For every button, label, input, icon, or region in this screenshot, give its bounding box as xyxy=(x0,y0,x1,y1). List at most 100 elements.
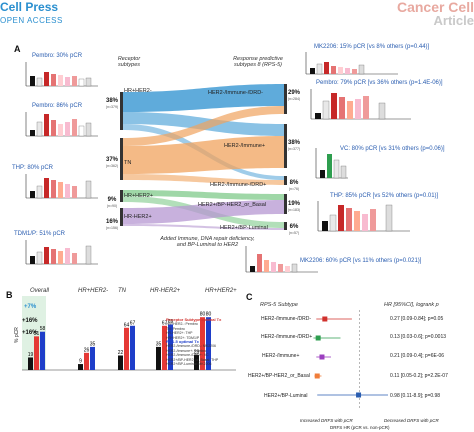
panel-c-subtitle: RPS-5 Subtype xyxy=(260,302,298,308)
right-node-name-3: HER2-/Immune-/DRD+ xyxy=(210,182,267,188)
flow-hrher2-to-rps4 xyxy=(123,190,284,200)
node-rps1 xyxy=(284,84,287,114)
bar-hr-her2--1 xyxy=(162,325,167,370)
right-mini-chart-3 xyxy=(315,148,348,179)
node-rps2 xyxy=(284,124,287,168)
forest-plot xyxy=(313,310,388,408)
node-hr-her2-pos xyxy=(120,190,123,202)
legend-title: Receptor Subtype optimal Tx xyxy=(166,317,222,322)
forest-row-label-5: HER2+/BP-Luminal xyxy=(264,393,308,399)
point-estimate xyxy=(319,354,325,360)
forest-x-left: Increased DRFS with pCR xyxy=(300,418,353,423)
point-estimate xyxy=(322,316,328,322)
bar-hr-her2--0 xyxy=(156,346,161,370)
forest-row-hr-5: 0.98 [0.11-8.9]; p=0.98 xyxy=(390,393,441,399)
flow-hrneg-to-rps4 xyxy=(123,200,284,224)
bar-overall-0 xyxy=(28,357,33,370)
bar-value-label: 26 xyxy=(84,347,90,353)
bar-overall-2 xyxy=(40,331,45,370)
bar-tn-2 xyxy=(130,325,135,370)
forest-row-label-4: HER2+/BP-HER2_or_Basal xyxy=(248,373,310,379)
right-chart-title-4: THP: 85% pCR [vs 52% others (p=0.01)] xyxy=(330,193,439,199)
right-mini-chart-2 xyxy=(310,89,411,120)
forest-row-hr-1: 0.27 [0.09-0.84]; p=0.05 xyxy=(390,316,444,322)
flow-hrneg-to-rps5 xyxy=(123,224,284,230)
forest-row-hr-2: 0.13 [0.03-0.6]; p=0.0013 xyxy=(390,334,447,340)
node-hrneg-her2-pos xyxy=(120,208,123,226)
group-label-overall: Overall xyxy=(30,288,50,294)
panel-a-letter: A xyxy=(14,44,21,54)
journal-logo-right: Cancer Cell Article xyxy=(397,0,474,28)
left-mini-chart-4 xyxy=(25,240,98,265)
forest-row-hr-3: 0.21 [0.09-0.4]; p=6E-06 xyxy=(390,353,445,359)
sankey-diagram xyxy=(120,84,287,230)
right-node-pct-3: 8% (n=76) xyxy=(288,180,300,191)
bar-value-label: 9 xyxy=(79,359,82,365)
journal-title: Cancer Cell xyxy=(396,0,474,15)
node-rps4 xyxy=(284,194,287,214)
bar-tn-1 xyxy=(124,327,129,370)
node-rps3 xyxy=(284,176,287,185)
gain-label-2: +16% xyxy=(22,318,38,324)
left-chart-title-1: Pembro: 30% pCR xyxy=(32,53,83,59)
left-node-pct-4: 16% (n=156) xyxy=(105,219,119,230)
right-mini-chart-1 xyxy=(305,52,398,75)
bar-value-label: 35 xyxy=(156,341,162,347)
article-label: Article xyxy=(433,13,474,28)
node-hr-her2-neg xyxy=(120,92,123,130)
bar-value-label: 69 xyxy=(168,319,174,325)
bar-hr-her2--0 xyxy=(78,364,83,370)
left-mini-chart-1 xyxy=(25,62,98,87)
bar-value-label: 58 xyxy=(40,326,46,332)
legend-item: RPS-5 optimal Tx xyxy=(166,339,199,345)
receptor-subtypes-label: Receptor subtypes xyxy=(117,56,141,68)
right-node-name-5: HER2+/BP-Luminal xyxy=(220,225,268,231)
left-node-pct-1: 38% (n=379) xyxy=(105,98,119,109)
left-chart-title-3: THP: 80% pCR xyxy=(12,165,54,171)
right-chart-title-3: VC: 80% pCR [vs 31% others (p=0.06)] xyxy=(340,146,445,152)
node-rps5 xyxy=(284,222,287,230)
bar-value-label: 35 xyxy=(90,341,96,347)
bar-value-label: 67 xyxy=(130,320,136,326)
bar-hr-her2--2 xyxy=(90,346,95,370)
left-mini-chart-3 xyxy=(25,174,98,199)
right-node-name-2: HER2-/Immune+ xyxy=(224,143,266,149)
gain-label-3: +16% xyxy=(22,330,38,336)
right-mini-chart-4 xyxy=(317,201,410,232)
legend-item: HER2+/BP-HER2_or_Basal: THP xyxy=(166,357,219,362)
right-mini-chart-5 xyxy=(245,246,318,273)
panel-b-letter: B xyxy=(6,290,13,300)
right-node-pct-1: 29% (n=284) xyxy=(287,90,301,101)
right-chart-title-5: MK2206: 60% pCR [vs 11% others (p=0.021)… xyxy=(300,258,422,264)
right-node-name-1: HER2-/Immune-/DRD- xyxy=(208,90,264,96)
right-chart-title-1: MK2206: 15% pCR [vs 8% others (p=0.44)] xyxy=(314,44,430,50)
bar-tn-0 xyxy=(118,355,123,370)
left-mini-chart-2 xyxy=(25,112,98,137)
bar-hr-her2--1 xyxy=(200,317,205,370)
bar-hr-her2--0 xyxy=(194,354,199,370)
group-label-tn: TN xyxy=(118,288,126,294)
bar-value-label: 80 xyxy=(206,312,212,318)
legend-item: HER2-/Immune+: Pembro xyxy=(166,348,207,353)
forest-x-right: Decreased DRFS with pCR xyxy=(384,418,439,423)
added-note: Added Immune, DNA repair deficiency, and… xyxy=(160,236,255,248)
bar-value-label: 22 xyxy=(118,350,124,356)
left-node-pct-2: 37% (n=362) xyxy=(105,157,119,168)
point-estimate xyxy=(314,373,320,379)
legend-item: HR+HER2+: TDM1/P xyxy=(166,335,200,340)
group-label-hrpos-her2pos: HR+HER2+ xyxy=(205,288,237,294)
forest-row-label-3: HER2-/Immune+ xyxy=(262,353,300,359)
right-node-name-4: HER2+/BP-HER2_or_Basal xyxy=(198,202,267,208)
flow-tn-to-rps1 xyxy=(123,106,284,146)
gain-label-1: +7% xyxy=(24,304,37,310)
left-chart-title-4: TDM1/P: 51% pCR xyxy=(14,231,66,237)
panel-c-letter: C xyxy=(246,292,253,302)
point-estimate xyxy=(356,392,362,398)
forest-row-hr-4: 0.11 [0.05-0.2]; p=2.2E-07 xyxy=(390,373,448,379)
legend-item: HR+HER2-: Pembro xyxy=(166,322,198,327)
bar-value-label: 64 xyxy=(124,322,130,328)
left-node-pct-3: 9% (n=90) xyxy=(106,197,118,208)
bar-hr-her2--2 xyxy=(168,324,173,370)
left-node-name-2: TN xyxy=(124,160,132,166)
